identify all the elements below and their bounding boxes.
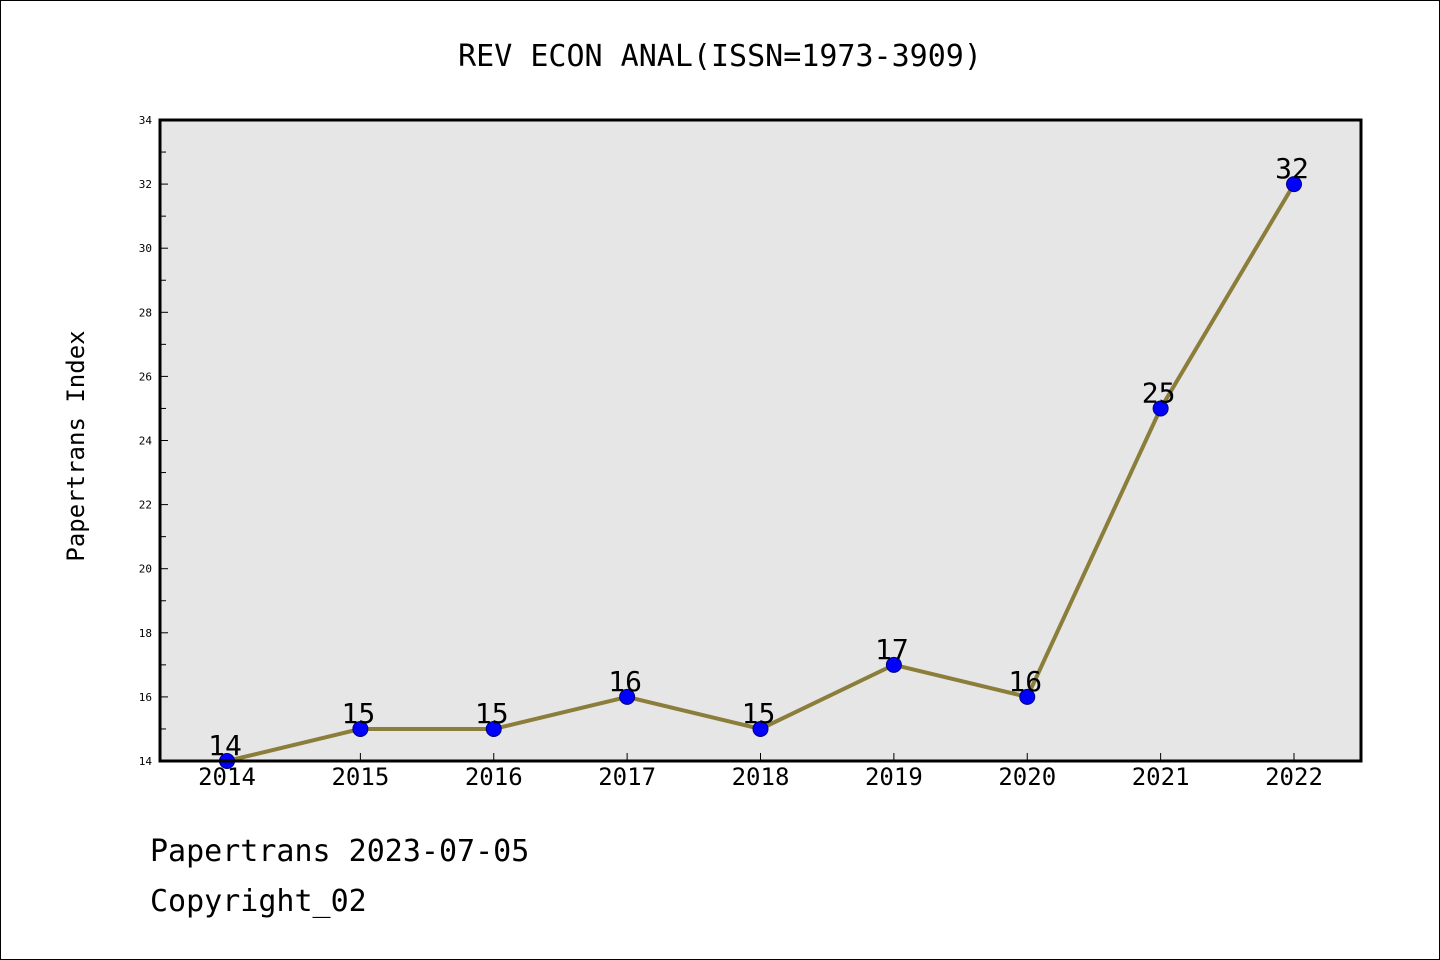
- y-tick-label: 32: [139, 178, 152, 191]
- chart-title: REV ECON ANAL(ISSN=1973-3909): [458, 39, 982, 74]
- y-tick-label: 24: [139, 435, 153, 448]
- series-group: [219, 176, 1302, 769]
- x-tick-label: 2019: [865, 763, 923, 791]
- data-point: [752, 720, 769, 737]
- y-tick-label: 30: [139, 242, 152, 255]
- y-tick-label: 14: [139, 755, 153, 768]
- y-tick-label: 28: [139, 306, 152, 319]
- x-tick-label: 2016: [465, 763, 523, 791]
- data-label: 16: [1008, 665, 1042, 698]
- x-tick-label: 2021: [1132, 763, 1190, 791]
- data-point: [352, 720, 369, 737]
- y-tick-label: 16: [139, 691, 152, 704]
- plot-area: [160, 120, 1361, 761]
- y-tick-label: 18: [139, 627, 152, 640]
- y-tick-label: 22: [139, 499, 152, 512]
- data-labels-group: 14 15 15 16 15 17 16 25 32: [208, 152, 1309, 762]
- data-label: 16: [608, 665, 642, 698]
- data-label: 25: [1142, 376, 1176, 409]
- x-tick-label: 2022: [1265, 763, 1323, 791]
- data-label: 15: [475, 697, 509, 730]
- footer-date-line: Papertrans 2023-07-05: [150, 834, 530, 869]
- data-label: 32: [1275, 152, 1309, 185]
- data-label: 17: [875, 633, 909, 666]
- data-point: [619, 688, 636, 705]
- y-tick-label: 34: [139, 114, 153, 127]
- x-tick-label: 2018: [732, 763, 790, 791]
- data-label: 14: [208, 729, 242, 762]
- y-tick-label: 26: [139, 370, 152, 383]
- footer-copyright-line: Copyright_02: [150, 884, 367, 919]
- x-tick-label: 2017: [598, 763, 656, 791]
- y-axis-label: Papertrans Index: [62, 330, 90, 561]
- x-tick-label: 2020: [998, 763, 1056, 791]
- data-label: 15: [342, 697, 376, 730]
- data-point: [1152, 400, 1169, 417]
- y-tick-label: 20: [139, 563, 152, 576]
- data-point: [485, 720, 502, 737]
- data-point: [1019, 688, 1036, 705]
- x-tick-label: 2015: [331, 763, 389, 791]
- data-label: 15: [742, 697, 776, 730]
- data-point: [1286, 176, 1302, 193]
- x-axis: 2014 2015 2016 2017 2018 2019 2020 2021 2022: [198, 753, 1323, 791]
- plot-border: [158, 118, 1363, 763]
- data-point: [885, 656, 902, 673]
